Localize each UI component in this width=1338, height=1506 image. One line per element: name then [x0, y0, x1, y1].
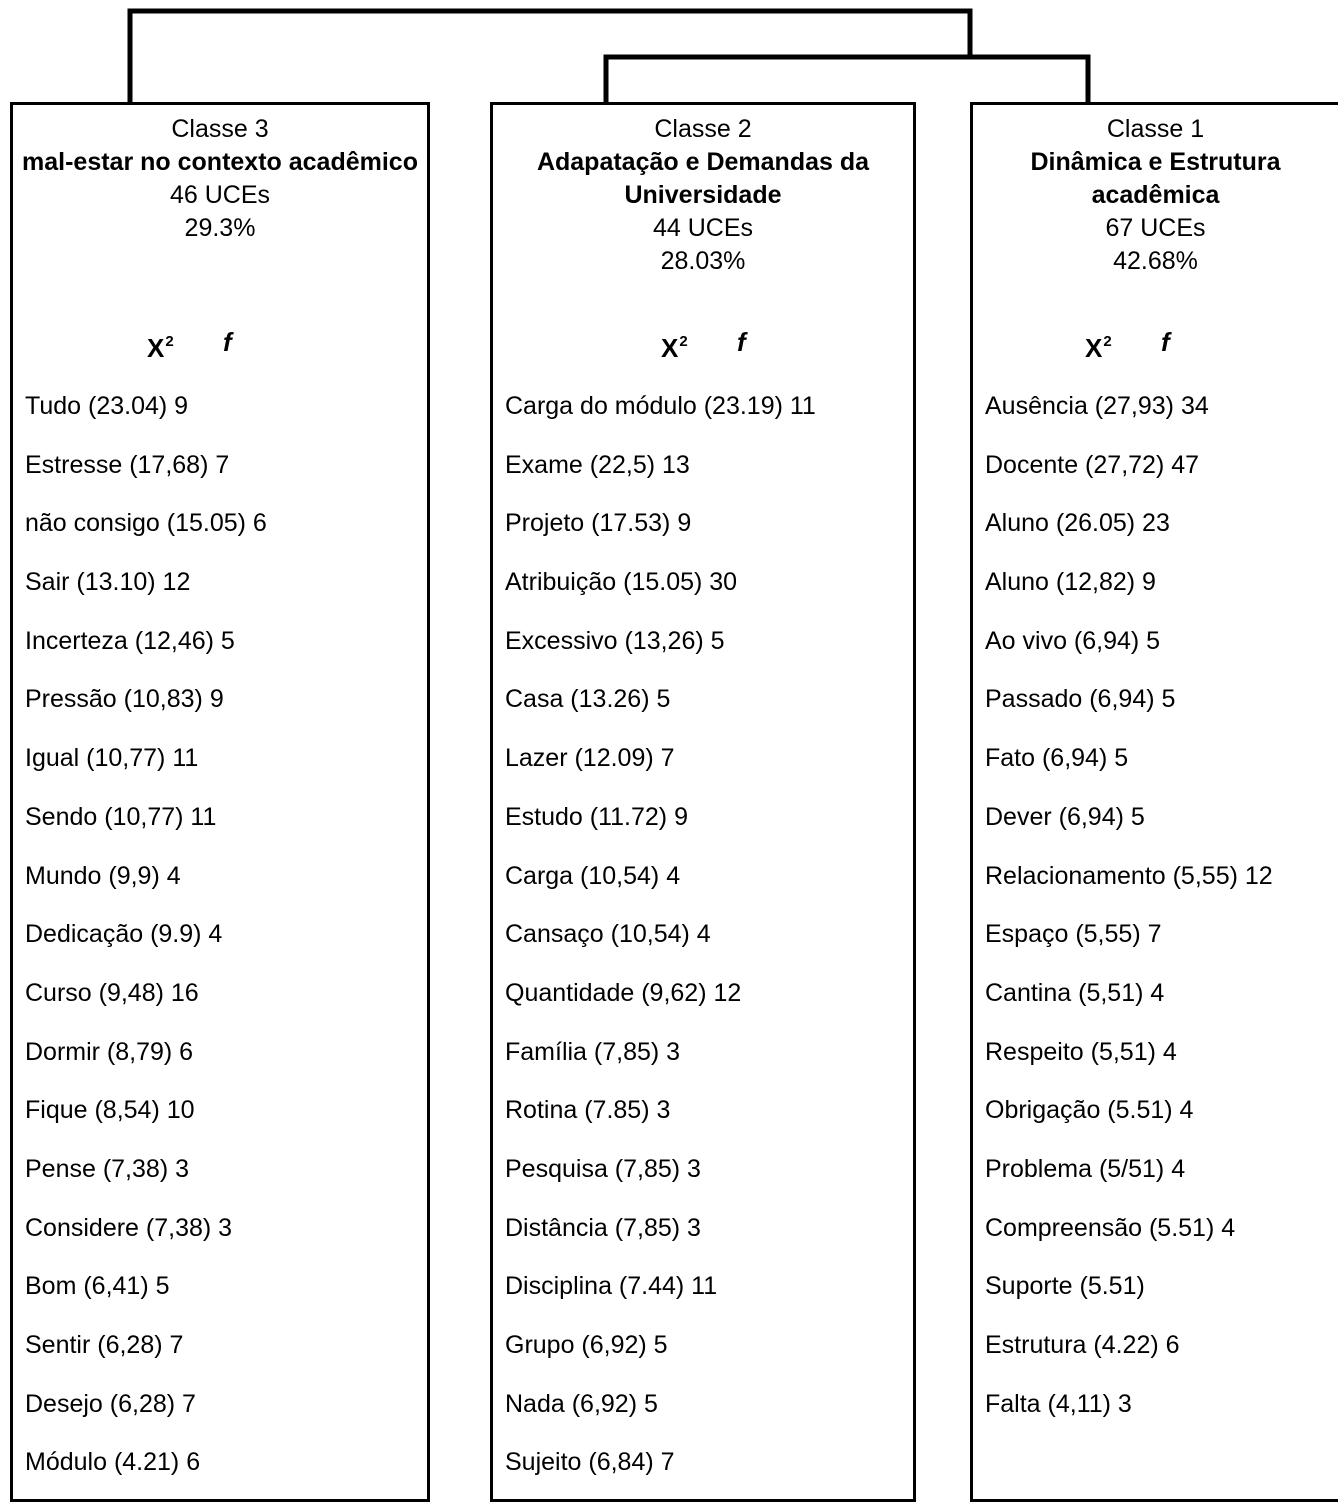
class-2-percent: 28.03%: [660, 247, 746, 275]
class-1-header: Classe 1 Dinâmica e Estrutura acadêmica …: [973, 105, 1338, 278]
chi-square-header: X2: [147, 333, 174, 363]
word-item: Pense (7,38) 3: [25, 1154, 189, 1183]
word-item: Família (7,85) 3: [505, 1037, 681, 1066]
word-item: Cantina (5,51) 4: [985, 978, 1165, 1007]
word-item: Nada (6,92) 5: [505, 1389, 658, 1418]
word-item: Passado (6,94) 5: [985, 685, 1176, 714]
word-item: não consigo (15.05) 6: [25, 509, 267, 538]
class-3-box: Classe 3 mal-estar no contexto acadêmico…: [10, 102, 430, 1502]
word-item: Grupo (6,92) 5: [505, 1331, 668, 1359]
word-item: Igual (10,77) 11: [25, 744, 199, 773]
word-item: Carga (10,54) 4: [505, 861, 681, 890]
word-item: Falta (4,11) 3: [985, 1389, 1132, 1418]
class-1-count: 67 UCEs: [1105, 214, 1206, 242]
class-2-box: Classe 2 Adapatação e Demandas da Univer…: [490, 102, 916, 1502]
word-item: Tudo (23.04) 9: [25, 392, 189, 420]
word-item: Dever (6,94) 5: [985, 802, 1145, 831]
word-item: Cansaço (10,54) 4: [505, 920, 711, 949]
word-item: Módulo (4.21) 6: [25, 1448, 201, 1477]
word-item: Aluno (26.05) 23: [985, 509, 1170, 538]
word-item: Considere (7,38) 3: [25, 1213, 233, 1242]
class-2-name: Adapatação e Demandas da Universidade: [536, 148, 870, 209]
word-item: Bom (6,41) 5: [25, 1272, 170, 1301]
class-2-count: 44 UCEs: [652, 214, 754, 242]
word-item: Sair (13.10) 12: [25, 568, 191, 597]
word-item: Curso (9,48) 16: [25, 978, 199, 1007]
word-item: Atribuição (15.05) 30: [505, 568, 738, 597]
word-item: Lazer (12.09) 7: [505, 744, 675, 773]
connector-root: [127, 8, 973, 105]
word-item: Desejo (6,28) 7: [25, 1389, 196, 1418]
word-item: Exame (22,5) 13: [505, 450, 690, 479]
class-1-percent: 42.68%: [1113, 247, 1198, 275]
class-2-header: Classe 2 Adapatação e Demandas da Univer…: [493, 105, 913, 278]
word-item: Estrutura (4.22) 6: [985, 1331, 1180, 1359]
word-item: Estudo (11.72) 9: [505, 802, 688, 831]
word-item: Distância (7,85) 3: [505, 1213, 701, 1242]
word-item: Aluno (12,82) 9: [985, 568, 1156, 597]
word-item: Carga do módulo (23.19) 11: [505, 392, 816, 420]
word-item: Projeto (17.53) 9: [505, 509, 692, 538]
word-item: Docente (27,72) 47: [985, 450, 1200, 479]
class-1-box: Classe 1 Dinâmica e Estrutura acadêmica …: [970, 102, 1338, 1502]
class-3-label: Classe 3: [171, 115, 269, 143]
word-item: Disciplina (7.44) 11: [505, 1272, 718, 1301]
word-item: Espaço (5,55) 7: [985, 920, 1162, 949]
word-item: Dedicação (9.9) 4: [25, 920, 223, 949]
chi-square-header: X2: [1085, 333, 1112, 363]
class-2-word-list: Carga do módulo (23.19) 11 Exame (22,5) 1…: [505, 391, 913, 1506]
word-item: Ao vivo (6,94) 5: [985, 626, 1161, 655]
word-item: Estresse (17,68) 7: [25, 450, 230, 479]
class-1-name: Dinâmica e Estrutura acadêmica: [1030, 148, 1281, 209]
word-item: Ausência (27,93) 34: [985, 392, 1209, 420]
word-item: Sentir (6,28) 7: [25, 1331, 184, 1359]
word-item: Incerteza (12,46) 5: [25, 626, 235, 655]
class-3-count: 46 UCEs: [169, 181, 271, 209]
word-item: Rotina (7.85) 3: [505, 1096, 671, 1125]
class-3-word-list: Tudo (23.04) 9 Estresse (17,68) 7 não cons…: [25, 391, 427, 1506]
class-3-header: Classe 3 mal-estar no contexto acadêmico…: [13, 105, 427, 245]
connector-class2-class1: [603, 54, 1091, 105]
class-3-percent: 29.3%: [184, 214, 256, 242]
frequency-header: f: [737, 327, 746, 357]
class-2-label: Classe 2: [654, 115, 752, 143]
word-item: Fique (8,54) 10: [25, 1096, 195, 1125]
chi-square-header: X2: [661, 333, 688, 363]
word-item: Dormir (8,79) 6: [25, 1037, 194, 1066]
word-item: Sendo (10,77) 11: [25, 802, 217, 831]
word-item: Problema (5/51) 4: [985, 1154, 1186, 1183]
word-item: Relacionamento (5,55) 12: [985, 861, 1273, 890]
word-item: Mundo (9,9) 4: [25, 861, 181, 890]
word-item: Sujeito (6,84) 7: [505, 1448, 675, 1477]
word-item: Respeito (5,51) 4: [985, 1037, 1177, 1066]
word-item: Suporte (5.51): [985, 1272, 1145, 1301]
class-3-name: mal-estar no contexto acadêmico: [22, 148, 418, 176]
class-1-word-list: Ausência (27,93) 34 Docente (27,72) 47 Alu…: [985, 391, 1338, 1447]
word-item: Excessivo (13,26) 5: [505, 626, 725, 655]
class-1-label: Classe 1: [1106, 115, 1205, 143]
word-item: Fato (6,94) 5: [985, 744, 1129, 773]
word-item: Quantidade (9,62) 12: [505, 978, 742, 1007]
word-item: Obrigação (5.51) 4: [985, 1096, 1194, 1125]
frequency-header: f: [223, 327, 232, 357]
word-item: Pressão (10,83) 9: [25, 685, 224, 714]
word-item: Pesquisa (7,85) 3: [505, 1154, 701, 1183]
word-item: Compreensão (5.51) 4: [985, 1213, 1236, 1242]
word-item: Casa (13.26) 5: [505, 685, 671, 714]
frequency-header: f: [1161, 327, 1170, 357]
